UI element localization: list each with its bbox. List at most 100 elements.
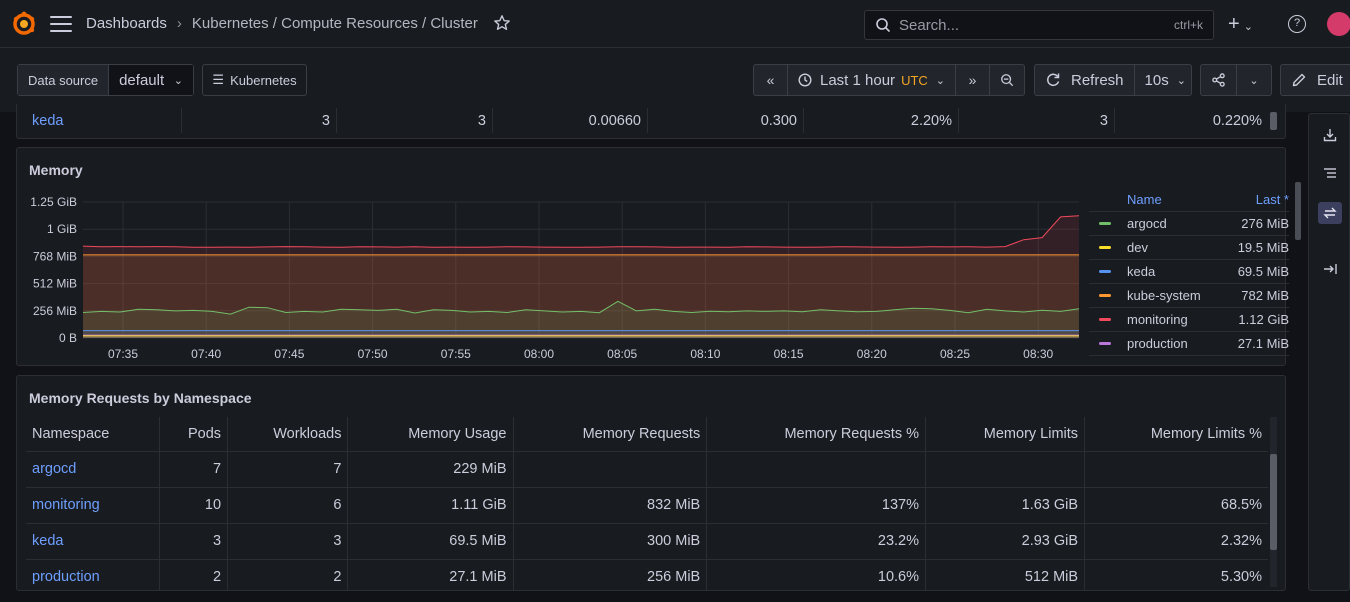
column-header[interactable]: Memory Requests: [513, 417, 708, 452]
search-bar[interactable]: ctrl+k: [864, 10, 1214, 40]
table-row[interactable]: keda 3 3 0.00660 0.300 2.20% 3 0.220%: [26, 108, 1268, 133]
breadcrumb: Dashboards › Kubernetes / Compute Resour…: [86, 15, 478, 32]
table-cell: [513, 451, 708, 488]
table-header-row: Namespace Pods Workloads Memory Usage Memory…: [26, 417, 1268, 452]
edit-button[interactable]: Edit: [1280, 64, 1350, 96]
table-cell: 3: [159, 523, 229, 560]
datasource-select[interactable]: default ⌄: [109, 65, 193, 95]
list-icon: ☰: [212, 72, 225, 87]
scrollbar[interactable]: [1270, 454, 1277, 550]
column-header[interactable]: Namespace: [26, 417, 160, 452]
table-cell: 300 MiB: [513, 523, 708, 560]
column-header[interactable]: Memory Usage: [347, 417, 514, 452]
table-cell: 1.11 GiB: [347, 487, 514, 524]
column-header[interactable]: Memory Limits: [925, 417, 1086, 452]
x-tick-label: 08:25: [940, 347, 970, 361]
zoom-out-icon[interactable]: [990, 65, 1024, 95]
table-cell: 68.5%: [1084, 487, 1268, 524]
table-row[interactable]: argocd 7 7 229 MiB: [26, 451, 1268, 488]
legend-item[interactable]: argocd 276 MiB: [1089, 212, 1289, 236]
namespace-link[interactable]: keda: [32, 533, 64, 549]
legend-last-header[interactable]: Last *: [1255, 192, 1289, 207]
table-cell: 3: [182, 108, 337, 133]
legend-item[interactable]: dev 19.5 MiB: [1089, 236, 1289, 260]
chevron-down-icon: ⌄: [1176, 74, 1186, 87]
legend-item[interactable]: keda 69.5 MiB: [1089, 260, 1289, 284]
legend-last-value: 69.5 MiB: [1237, 264, 1289, 279]
table-cell: 7: [227, 451, 349, 488]
legend-color-swatch: [1099, 270, 1111, 273]
x-tick-label: 07:55: [441, 347, 471, 361]
avatar[interactable]: [1327, 12, 1350, 36]
series-line-monitoring: [82, 215, 1080, 248]
legend-name-header[interactable]: Name: [1127, 192, 1162, 207]
table-cell: 832 MiB: [513, 487, 708, 524]
legend-series-name: dev: [1127, 240, 1148, 255]
time-shift-back-icon[interactable]: «: [754, 65, 788, 95]
add-new-icon[interactable]: + ⌄: [1228, 13, 1253, 35]
legend-last-value: 276 MiB: [1241, 216, 1289, 231]
scrollbar[interactable]: [1270, 112, 1277, 130]
kubernetes-links-button[interactable]: ☰ Kubernetes: [202, 64, 307, 96]
table-cell: 512 MiB: [925, 559, 1086, 590]
column-header[interactable]: Pods: [159, 417, 229, 452]
table-row[interactable]: keda 3 3 69.5 MiB 300 MiB 23.2% 2.93 GiB 2.32%: [26, 523, 1268, 560]
datasource-variable[interactable]: Data source default ⌄: [17, 64, 194, 96]
time-picker[interactable]: « Last 1 hour UTC ⌄ »: [753, 64, 1025, 96]
legend-item[interactable]: monitoring 1.12 GiB: [1089, 308, 1289, 332]
time-range-picker[interactable]: Last 1 hour UTC ⌄: [788, 65, 956, 95]
chevron-down-icon: ⌄: [935, 74, 945, 87]
y-tick-label: 768 MiB: [33, 249, 77, 263]
legend-item[interactable]: kube-system 782 MiB: [1089, 284, 1289, 308]
panel-title[interactable]: Memory Requests by Namespace: [29, 390, 252, 406]
clock-icon: [798, 73, 812, 87]
table-cell: 10.6%: [706, 559, 927, 590]
refresh-button[interactable]: Refresh: [1035, 65, 1135, 95]
memory-panel: Memory 0 B 256 MiB 512 MiB 768 MiB 1 GiB 1.25…: [16, 147, 1289, 366]
memory-chart[interactable]: 0 B 256 MiB 512 MiB 768 MiB 1 GiB 1.25 GiB 07:…: [17, 186, 1089, 364]
refresh-picker[interactable]: Refresh 10s ⌄: [1034, 64, 1192, 96]
legend-item[interactable]: production 27.1 MiB: [1089, 332, 1289, 356]
series-area-dev: [83, 335, 1079, 338]
column-header[interactable]: Workloads: [227, 417, 349, 452]
breadcrumb-dashboards[interactable]: Dashboards: [86, 15, 167, 32]
namespace-link[interactable]: monitoring: [32, 497, 100, 513]
download-icon[interactable]: [1318, 124, 1342, 146]
legend-series-name: monitoring: [1127, 312, 1188, 327]
datasource-value: default: [119, 71, 165, 89]
namespace-link[interactable]: argocd: [32, 461, 77, 477]
search-input[interactable]: [899, 16, 1174, 34]
legend-last-value: 782 MiB: [1241, 288, 1289, 303]
namespace-link[interactable]: production: [32, 569, 100, 585]
time-shift-forward-icon[interactable]: »: [956, 65, 990, 95]
share-icon[interactable]: [1201, 65, 1237, 95]
table-cell: 3: [337, 108, 493, 133]
table-cell: 2.20%: [804, 108, 959, 133]
collapse-rail-icon[interactable]: [1318, 258, 1342, 280]
page-scrollbar[interactable]: [1295, 182, 1301, 240]
y-tick-label: 512 MiB: [33, 277, 77, 291]
refresh-interval-select[interactable]: 10s ⌄: [1135, 65, 1196, 95]
grafana-logo-icon[interactable]: [11, 11, 37, 37]
help-icon[interactable]: ?: [1288, 15, 1306, 33]
share-menu-chevron-icon[interactable]: ⌄: [1249, 74, 1259, 87]
panel-title[interactable]: Memory: [29, 162, 83, 178]
table-cell: 2: [227, 559, 349, 590]
table-row[interactable]: production 2 2 27.1 MiB 256 MiB 10.6% 512 MiB 5…: [26, 559, 1268, 590]
star-favorite-icon[interactable]: [493, 14, 511, 32]
menu-toggle-icon[interactable]: [50, 16, 72, 32]
kubernetes-button-label: Kubernetes: [230, 72, 297, 88]
table-row[interactable]: monitoring 10 6 1.11 GiB 832 MiB 137% 1.63 GiB…: [26, 487, 1268, 524]
namespace-link[interactable]: keda: [32, 112, 64, 129]
refresh-interval-value: 10s: [1144, 71, 1169, 89]
table-cell: 23.2%: [706, 523, 927, 560]
x-tick-label: 08:20: [857, 347, 887, 361]
right-side-rail: [1308, 113, 1350, 591]
swap-icon[interactable]: [1318, 202, 1342, 224]
share-button-group[interactable]: ⌄: [1200, 64, 1272, 96]
legend-last-value: 1.12 GiB: [1238, 312, 1289, 327]
legend-series-name: keda: [1127, 264, 1156, 279]
column-header[interactable]: Memory Limits %: [1084, 417, 1268, 452]
outline-list-icon[interactable]: [1318, 162, 1342, 184]
column-header[interactable]: Memory Requests %: [706, 417, 927, 452]
